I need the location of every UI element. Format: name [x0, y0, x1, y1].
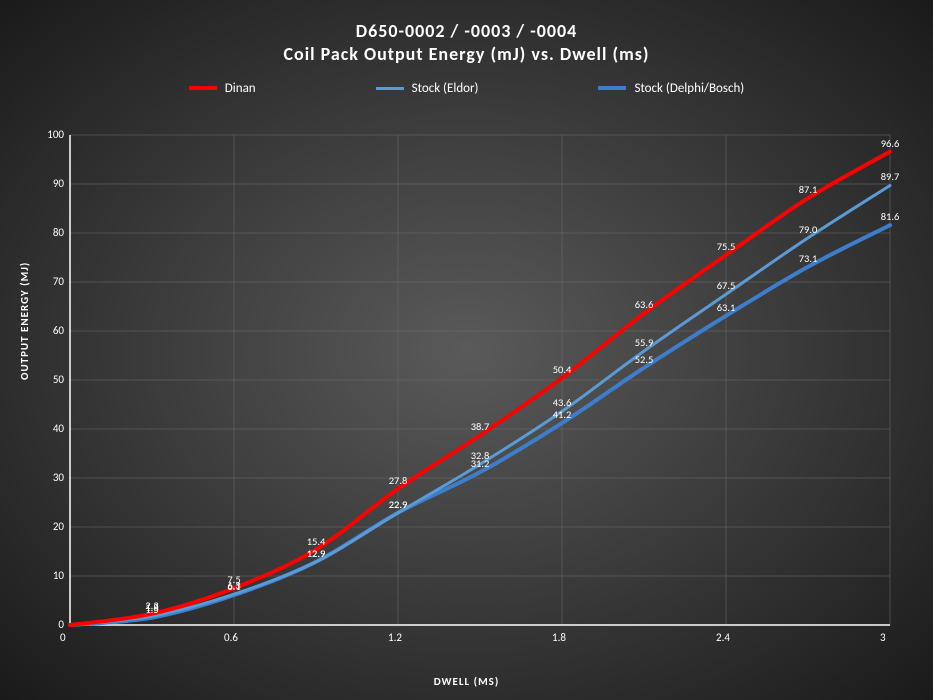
- data-label: 38.7: [471, 420, 490, 433]
- y-tick-label: 90: [34, 177, 64, 190]
- y-tick-label: 70: [34, 275, 64, 288]
- x-tick-label: 0.6: [224, 631, 238, 644]
- y-axis-label: OUTPUT ENERGY (MJ): [18, 262, 31, 380]
- legend-label: Dinan: [225, 81, 256, 96]
- legend-label: Stock (Delphi/Bosch): [634, 81, 744, 96]
- data-label: 73.1: [799, 252, 818, 265]
- y-tick-label: 80: [34, 226, 64, 239]
- data-label: 41.2: [553, 408, 572, 421]
- data-label: 96.6: [881, 137, 900, 150]
- y-tick-label: 40: [34, 422, 64, 435]
- legend-swatch: [598, 86, 626, 90]
- data-label: 81.6: [881, 210, 900, 223]
- legend-swatch: [189, 86, 217, 90]
- data-label: 22.9: [389, 498, 408, 511]
- data-label: 67.5: [717, 279, 736, 292]
- y-tick-label: 30: [34, 471, 64, 484]
- data-label: 52.5: [635, 353, 654, 366]
- data-label: 87.1: [799, 183, 818, 196]
- y-tick-label: 0: [34, 618, 64, 631]
- y-tick-label: 20: [34, 520, 64, 533]
- y-tick-label: 60: [34, 324, 64, 337]
- data-label: 89.7: [881, 170, 900, 183]
- chart-title: D650-0002 / -0003 / -0004 Coil Pack Outp…: [0, 0, 933, 67]
- legend-item-eldor: Stock (Eldor): [376, 81, 479, 96]
- plot-area: 010203040506070809010000.61.21.82.432.37…: [70, 135, 890, 625]
- x-tick-label: 2.4: [716, 631, 730, 644]
- x-tick-label: 3: [880, 631, 886, 644]
- data-label: 79.0: [799, 223, 818, 236]
- data-label: 63.1: [717, 301, 736, 314]
- x-tick-label: 1.8: [552, 631, 566, 644]
- data-label: 63.6: [635, 298, 654, 311]
- data-label: 55.9: [635, 336, 654, 349]
- title-line-2: Coil Pack Output Energy (mJ) vs. Dwell (…: [0, 43, 933, 66]
- data-label: 15.4: [307, 535, 326, 548]
- data-label: 1.5: [145, 603, 158, 616]
- legend-item-dinan: Dinan: [189, 81, 256, 96]
- title-line-1: D650-0002 / -0003 / -0004: [0, 20, 933, 43]
- y-tick-label: 50: [34, 373, 64, 386]
- data-label: 75.5: [717, 240, 736, 253]
- legend-label: Stock (Eldor): [412, 81, 479, 96]
- x-axis-label: DWELL (MS): [434, 675, 500, 688]
- y-tick-label: 100: [34, 128, 64, 141]
- x-tick-label: 0: [60, 631, 66, 644]
- data-label: 12.9: [307, 547, 326, 560]
- chart-container: D650-0002 / -0003 / -0004 Coil Pack Outp…: [0, 0, 933, 700]
- data-label: 50.4: [553, 363, 572, 376]
- data-label: 31.2: [471, 457, 490, 470]
- legend-item-delphi: Stock (Delphi/Bosch): [598, 81, 744, 96]
- data-label: 6.1: [227, 580, 240, 593]
- legend: Dinan Stock (Eldor) Stock (Delphi/Bosch): [0, 81, 933, 96]
- legend-swatch: [376, 87, 404, 90]
- series-stock-eldor-: [70, 185, 890, 625]
- data-label: 27.8: [389, 474, 408, 487]
- x-tick-label: 1.2: [388, 631, 402, 644]
- y-tick-label: 10: [34, 569, 64, 582]
- series-dinan: [70, 152, 890, 625]
